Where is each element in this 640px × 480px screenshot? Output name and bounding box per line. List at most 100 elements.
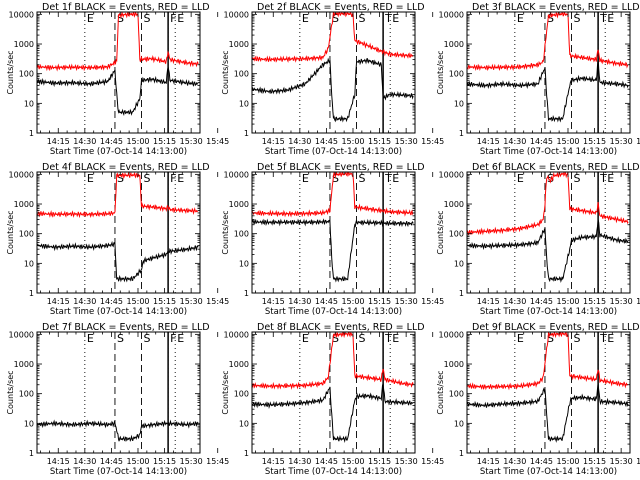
y-axis: 1 10 100 1000 10000 [224, 330, 415, 458]
x-tick-label: 15:15 [368, 137, 391, 146]
y-tick-label: 1000 [229, 200, 249, 209]
marker-label: T [599, 12, 607, 25]
y-tick-label: 10000 [439, 10, 464, 19]
x-tick-label: 14:15 [47, 297, 70, 306]
marker-label: E [177, 332, 184, 345]
y-tick-label: 1000 [14, 40, 34, 49]
x-tick-label: 15:30 [180, 297, 203, 306]
y-tick-label: 10 [454, 259, 464, 268]
marker-label: S [117, 332, 124, 345]
marker-label: S [144, 12, 151, 25]
x-tick-label: 15:45 [636, 297, 640, 306]
panel-title: Det 4f BLACK = Events, RED = LLD [42, 162, 210, 173]
y-tick-label: 10 [239, 99, 249, 108]
y-axis: 1 10 100 1000 10000 [439, 330, 630, 458]
panel-title: Det 2f BLACK = Events, RED = LLD [257, 2, 425, 13]
y-tick-label: 100 [234, 390, 249, 399]
marker-label: S [547, 12, 554, 25]
plot-frame [251, 171, 416, 294]
marker-label: S [574, 332, 581, 345]
marker-label: E [392, 12, 399, 25]
x-tick-label: 14:15 [47, 137, 70, 146]
x-axis-label: Start Time (07-Oct-14 14:13:00) [50, 147, 187, 157]
y-axis: 1 10 100 1000 10000 [9, 330, 200, 458]
x-axis-label: Start Time (07-Oct-14 14:13:00) [50, 467, 187, 477]
y-axis-label: Counts/sec [436, 210, 445, 254]
panel-title: Det 6f BLACK = Events, RED = LLD [472, 162, 640, 173]
x-tick-label: 15:00 [341, 297, 364, 306]
y-tick-label: 100 [449, 70, 464, 79]
marker-label: S [547, 172, 554, 185]
y-tick-label: 10000 [224, 10, 249, 19]
y-tick-label: 1 [244, 289, 249, 298]
x-tick-label: 15:30 [395, 297, 418, 306]
y-tick-label: 100 [19, 390, 34, 399]
x-tick-label: 15:15 [368, 457, 391, 466]
x-tick-label: 15:45 [421, 137, 444, 146]
y-tick-label: 100 [234, 230, 249, 239]
y-axis-label: Counts/sec [436, 50, 445, 94]
panel-title: Det 5f BLACK = Events, RED = LLD [257, 162, 425, 173]
x-tick-label: 15:30 [395, 137, 418, 146]
marker-label: S [144, 172, 151, 185]
series-red-line [252, 12, 414, 63]
series-black-line [252, 57, 414, 123]
y-axis-label: Counts/sec [6, 370, 15, 414]
x-tick-label: 14:45 [315, 137, 338, 146]
y-tick-label: 1000 [14, 360, 34, 369]
x-tick-label: 14:45 [315, 297, 338, 306]
plot-frame [36, 171, 201, 294]
y-axis: 1 10 100 1000 10000 [439, 10, 630, 138]
y-tick-label: 10 [454, 419, 464, 428]
x-tick-label: 15:45 [206, 297, 229, 306]
series-red-line [37, 12, 199, 72]
y-tick-label: 1000 [444, 360, 464, 369]
panel-title: Det 8f BLACK = Events, RED = LLD [257, 322, 425, 333]
x-tick-label: 14:45 [100, 457, 123, 466]
x-tick-label: 14:15 [477, 297, 500, 306]
y-tick-label: 1 [459, 129, 464, 138]
series-black-line [467, 383, 629, 443]
y-tick-label: 10 [24, 259, 34, 268]
x-axis-label: Start Time (07-Oct-14 14:13:00) [480, 147, 617, 157]
marker-label: E [87, 332, 94, 345]
y-tick-label: 100 [19, 230, 34, 239]
x-tick-label: 14:30 [288, 457, 311, 466]
x-tick-label: 14:30 [73, 297, 96, 306]
series-red-line [37, 172, 199, 219]
y-tick-label: 1 [459, 449, 464, 458]
x-tick-label: 14:30 [503, 297, 526, 306]
series-black-line [37, 240, 199, 283]
series-red-line [467, 332, 629, 391]
marker-label: S [144, 332, 151, 345]
x-axis-label: Start Time (07-Oct-14 14:13:00) [50, 307, 187, 317]
x-tick-label: 15:45 [421, 297, 444, 306]
x-tick-label: 15:00 [126, 457, 149, 466]
y-tick-label: 10000 [224, 330, 249, 339]
y-axis-label: Counts/sec [221, 50, 230, 94]
series-red-line [467, 12, 629, 72]
marker-label: E [392, 172, 399, 185]
series-black-line [467, 57, 629, 123]
marker-label: S [332, 332, 339, 345]
marker-label: E [177, 12, 184, 25]
y-axis: 1 10 100 1000 10000 [224, 170, 415, 298]
x-tick-label: 14:45 [530, 457, 553, 466]
marker-label: E [517, 332, 524, 345]
x-axis-label: Start Time (07-Oct-14 14:13:00) [480, 307, 617, 317]
x-tick-label: 15:15 [153, 457, 176, 466]
x-tick-label: 15:15 [153, 137, 176, 146]
